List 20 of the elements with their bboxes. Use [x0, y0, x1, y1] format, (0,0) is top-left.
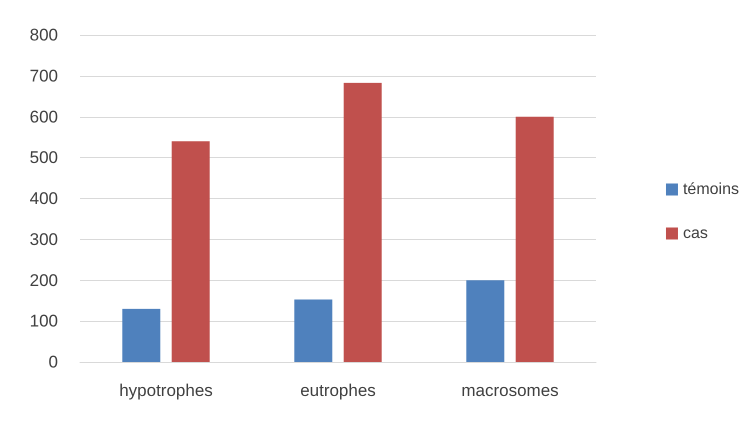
x-tick-label: eutrophes	[300, 381, 376, 400]
bar	[172, 141, 210, 362]
bar	[344, 82, 382, 362]
legend-label: cas	[682, 225, 708, 242]
y-tick-label: 700	[30, 66, 58, 86]
legend-label: témoins	[682, 181, 740, 198]
x-tick-label: hypotrophes	[119, 381, 213, 400]
y-tick-label: 800	[30, 26, 58, 44]
bar	[466, 280, 504, 362]
y-tick-label: 400	[30, 189, 58, 208]
y-tick-label: 300	[30, 230, 58, 249]
y-tick-label: 600	[30, 107, 58, 126]
y-tick-label: 200	[30, 270, 58, 290]
bar	[516, 116, 554, 362]
bar	[122, 308, 160, 362]
x-tick-label: macrosomes	[461, 381, 559, 400]
y-tick-label: 500	[30, 148, 58, 168]
y-tick-label: 0	[48, 352, 58, 372]
y-tick-label: 100	[30, 312, 58, 331]
bar	[294, 299, 332, 362]
